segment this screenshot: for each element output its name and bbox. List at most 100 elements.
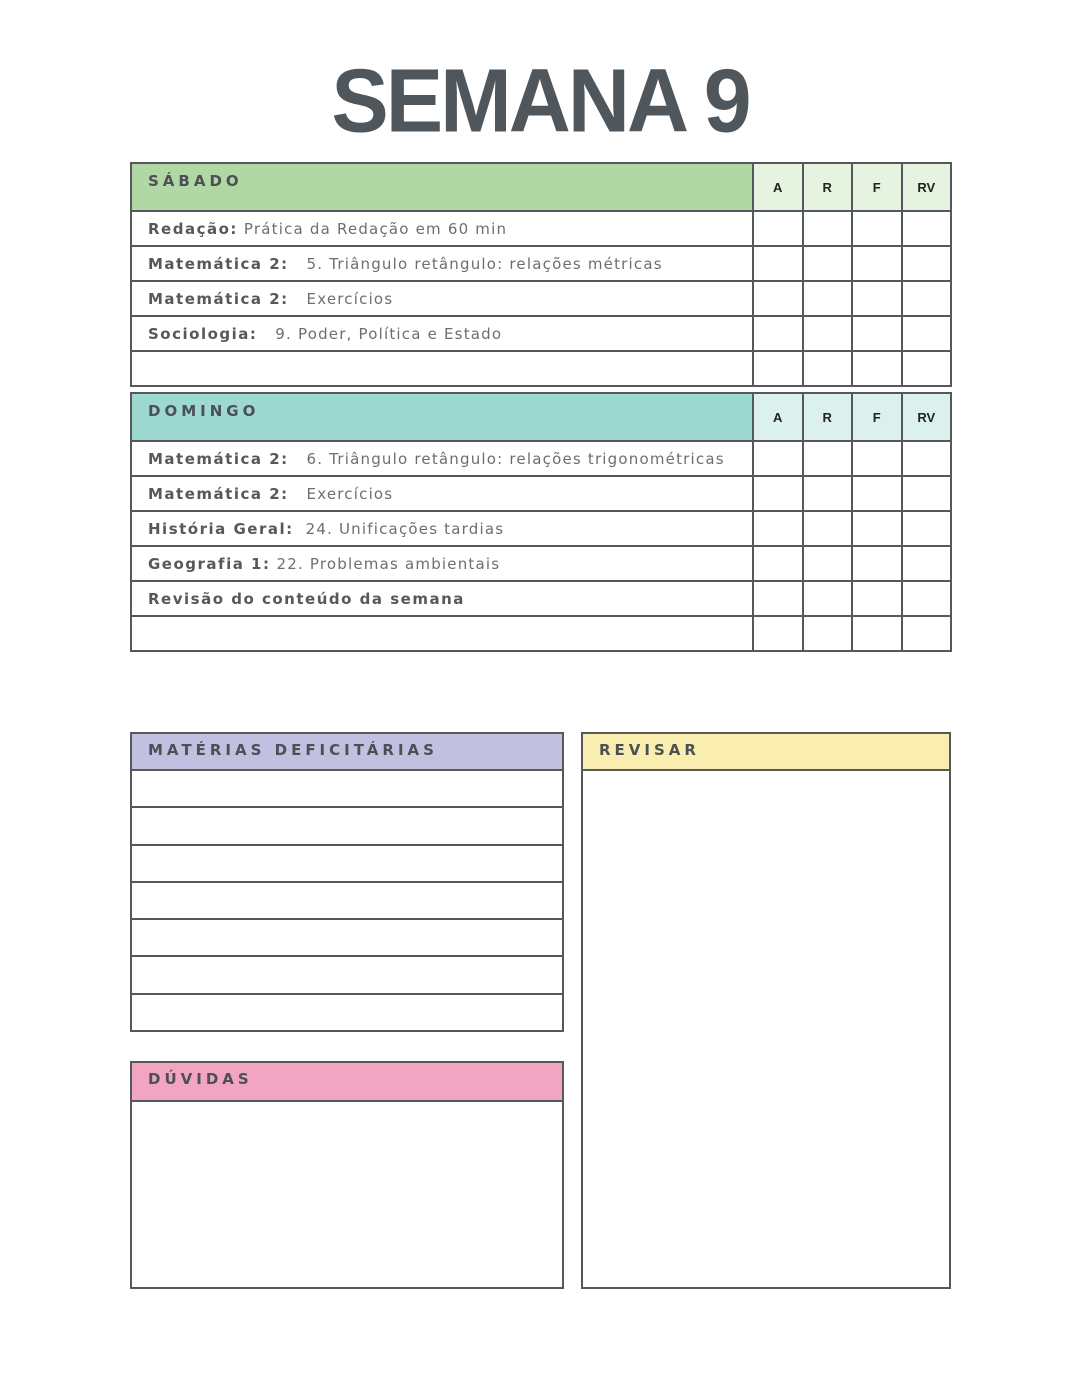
check-cell-f[interactable] [851,315,903,352]
check-cell-f[interactable] [851,545,903,582]
revisar-header: REVISAR [583,734,949,771]
task-subject: Sociologia: [148,324,258,343]
task-subject: Matemática 2: [148,254,289,273]
check-cell-f[interactable] [851,280,903,317]
check-cell-a[interactable] [752,510,804,547]
check-cell-r[interactable] [801,350,853,387]
check-cell-f[interactable] [851,440,903,477]
check-cell-r[interactable] [801,210,853,247]
check-cell-f[interactable] [851,475,903,512]
check-cell-a[interactable] [752,245,804,282]
check-cell-f[interactable] [851,580,903,617]
check-cell-a[interactable] [752,440,804,477]
check-cell-a[interactable] [752,615,804,652]
task-cell: Matemática 2: 5. Triângulo retângulo: re… [130,245,754,282]
task-topic: Exercícios [288,289,394,308]
check-cell-f[interactable] [851,615,903,652]
task-subject: Geografia 1: [148,554,271,573]
check-cell-r[interactable] [801,580,853,617]
column-header-rv: RV [900,162,952,212]
task-subject: Redação: [148,219,238,238]
column-header-rv: RV [900,392,952,442]
check-cell-rv[interactable] [900,545,952,582]
column-header-r: R [801,162,853,212]
task-cell: Sociologia: 9. Poder, Política e Estado [130,315,754,352]
task-subject: Matemática 2: [148,484,289,503]
materias-line[interactable] [132,771,562,809]
task-row: Matemática 2: Exercícios [130,475,952,512]
task-cell: Matemática 2: Exercícios [130,475,754,512]
materias-line[interactable] [132,995,562,1032]
task-row: Redação: Prática da Redação em 60 min [130,210,952,247]
check-cell-rv[interactable] [900,350,952,387]
check-cell-f[interactable] [851,510,903,547]
check-cell-r[interactable] [801,615,853,652]
duvidas-header: DÚVIDAS [132,1063,562,1102]
check-cell-r[interactable] [801,245,853,282]
check-cell-f[interactable] [851,350,903,387]
task-cell: Revisão do conteúdo da semana [130,580,754,617]
column-header-f: F [851,392,903,442]
page-title: SEMANA 9 [331,50,751,152]
materias-line[interactable] [132,957,562,995]
check-cell-rv[interactable] [900,510,952,547]
column-header-f: F [851,162,903,212]
check-cell-r[interactable] [801,440,853,477]
check-cell-rv[interactable] [900,440,952,477]
task-cell: História Geral: 24. Unificações tardias [130,510,754,547]
day-header: DOMINGO [130,392,754,442]
task-cell: Geografia 1: 22. Problemas ambientais [130,545,754,582]
check-cell-rv[interactable] [900,315,952,352]
check-cell-a[interactable] [752,280,804,317]
check-cell-rv[interactable] [900,615,952,652]
task-cell: Matemática 2: 6. Triângulo retângulo: re… [130,440,754,477]
duvidas-box: DÚVIDAS [130,1061,564,1289]
check-cell-r[interactable] [801,510,853,547]
sunday-table: DOMINGO A R F RV Matemática 2: 6. Triângulo r… [130,392,952,652]
check-cell-r[interactable] [801,315,853,352]
materias-line[interactable] [132,920,562,958]
check-cell-rv[interactable] [900,580,952,617]
saturday-table: SÁBADO A R F RV Redação: Prática da Redação e… [130,162,952,387]
day-header: SÁBADO [130,162,754,212]
task-topic: 9. Poder, Política e Estado [257,324,503,343]
check-cell-a[interactable] [752,350,804,387]
task-row: Matemática 2: 5. Triângulo retângulo: re… [130,245,952,282]
materias-line[interactable] [132,883,562,921]
check-cell-f[interactable] [851,210,903,247]
check-cell-r[interactable] [801,280,853,317]
task-row: Revisão do conteúdo da semana [130,580,952,617]
check-cell-rv[interactable] [900,280,952,317]
task-subject: Matemática 2: [148,449,289,468]
task-subject: Revisão do conteúdo da semana [148,589,465,608]
check-cell-r[interactable] [801,475,853,512]
check-cell-a[interactable] [752,580,804,617]
check-cell-rv[interactable] [900,475,952,512]
materias-line[interactable] [132,808,562,846]
materias-line[interactable] [132,846,562,883]
check-cell-a[interactable] [752,475,804,512]
revisar-box: REVISAR [581,732,951,1289]
task-subject: Matemática 2: [148,289,289,308]
task-row: Geografia 1: 22. Problemas ambientais [130,545,952,582]
task-row [130,615,952,652]
check-cell-a[interactable] [752,315,804,352]
materias-header: MATÉRIAS DEFICITÁRIAS [132,734,562,771]
task-topic: 6. Triângulo retângulo: relações trigono… [288,449,725,468]
check-cell-rv[interactable] [900,245,952,282]
task-row [130,350,952,387]
column-header-a: A [752,392,804,442]
check-cell-f[interactable] [851,245,903,282]
task-cell: Matemática 2: Exercícios [130,280,754,317]
task-topic: 22. Problemas ambientais [270,554,501,573]
check-cell-r[interactable] [801,545,853,582]
check-cell-a[interactable] [752,210,804,247]
task-topic: Exercícios [288,484,394,503]
task-row: Sociologia: 9. Poder, Política e Estado [130,315,952,352]
check-cell-rv[interactable] [900,210,952,247]
column-header-r: R [801,392,853,442]
task-row: Matemática 2: Exercícios [130,280,952,317]
task-row: Matemática 2: 6. Triângulo retângulo: re… [130,440,952,477]
check-cell-a[interactable] [752,545,804,582]
